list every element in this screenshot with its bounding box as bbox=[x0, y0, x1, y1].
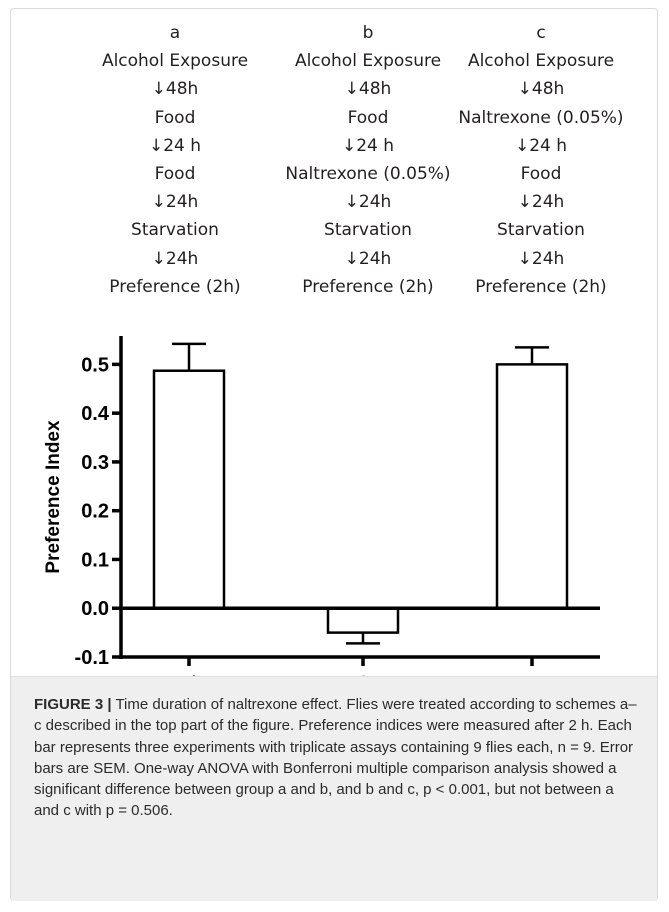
bar-c bbox=[495, 363, 569, 610]
scheme-b-line-1: Alcohol Exposure bbox=[294, 51, 442, 72]
scheme-b-line-6: ↓24h bbox=[344, 192, 392, 213]
scheme-c-line-8: ↓24h bbox=[517, 248, 565, 269]
scheme-a-line-4: ↓24 h bbox=[148, 135, 202, 156]
scheme-b-line-8: ↓24h bbox=[344, 248, 392, 269]
scheme-a-line-0: a bbox=[169, 23, 181, 43]
scheme-a-line-2: ↓48h bbox=[151, 79, 199, 100]
y-tick-label-6: 0.5 bbox=[81, 354, 109, 376]
scheme-b-line-9: Preference (2h) bbox=[302, 276, 434, 297]
scheme-c-line-0: c bbox=[536, 23, 546, 43]
scheme-a-line-7: Starvation bbox=[131, 220, 219, 241]
caption-box bbox=[11, 676, 657, 901]
scheme-b-line-0: b bbox=[362, 23, 374, 43]
scheme-a-line-9: Preference (2h) bbox=[109, 276, 241, 297]
scheme-c-line-3: Naltrexone (0.05%) bbox=[458, 107, 624, 128]
scheme-c-line-2: ↓48h bbox=[517, 79, 565, 100]
scheme-c-line-5: Food bbox=[520, 164, 562, 185]
bars bbox=[152, 342, 569, 645]
scheme-c-line-9: Preference (2h) bbox=[475, 276, 607, 297]
scheme-b-line-2: ↓48h bbox=[344, 79, 392, 100]
y-axis: -0.1 0.0 0.1 0.2 0.3 0.4 0.5 bbox=[75, 336, 123, 669]
y-tick-label-4: 0.3 bbox=[81, 452, 109, 474]
scheme-a-line-5: Food bbox=[154, 164, 196, 185]
scheme-b: b Alcohol Exposure ↓48h Food ↓24 h Naltrexone… bbox=[268, 19, 468, 301]
scheme-b-line-5: Naltrexone (0.05%) bbox=[285, 164, 451, 185]
bar-a bbox=[152, 369, 226, 610]
scheme-c-line-7: Starvation bbox=[497, 220, 585, 241]
scheme-c: c Alcohol Exposure ↓48h Naltrexone (0.05%) ↓… bbox=[441, 19, 641, 301]
scheme-b-line-3: Food bbox=[347, 107, 389, 128]
caption-text: Time duration of naltrexone effect. Flie… bbox=[34, 696, 637, 820]
scheme-c-line-1: Alcohol Exposure bbox=[467, 51, 615, 72]
y-axis-title: Preference Index bbox=[43, 420, 64, 574]
scheme-c-line-4: ↓24 h bbox=[514, 135, 568, 156]
caption-label: FIGURE 3 | bbox=[34, 696, 112, 713]
scheme-a-line-8: ↓24h bbox=[151, 248, 199, 269]
bar-chart: -0.10.00.10.20.30.40.5 abc Preference In… bbox=[43, 336, 600, 680]
y-tick-label-0: -0.1 bbox=[75, 647, 109, 669]
scheme-a: a Alcohol Exposure ↓48h Food ↓24 h Food ↓24h St… bbox=[75, 19, 275, 301]
y-tick-label-2: 0.1 bbox=[81, 549, 109, 571]
y-tick-label-5: 0.4 bbox=[81, 403, 110, 425]
scheme-a-line-3: Food bbox=[154, 107, 196, 128]
y-tick-label-3: 0.2 bbox=[81, 501, 109, 523]
scheme-a-line-1: Alcohol Exposure bbox=[101, 51, 249, 72]
scheme-a-line-6: ↓24h bbox=[151, 192, 199, 213]
scheme-b-line-4: ↓24 h bbox=[341, 135, 395, 156]
figure-caption: FIGURE 3 | Time duration of naltrexone e… bbox=[34, 694, 639, 822]
scheme-c-line-6: ↓24h bbox=[517, 192, 565, 213]
y-tick-label-1: 0.0 bbox=[81, 598, 109, 620]
scheme-b-line-7: Starvation bbox=[324, 220, 412, 241]
bar-b bbox=[326, 606, 400, 634]
